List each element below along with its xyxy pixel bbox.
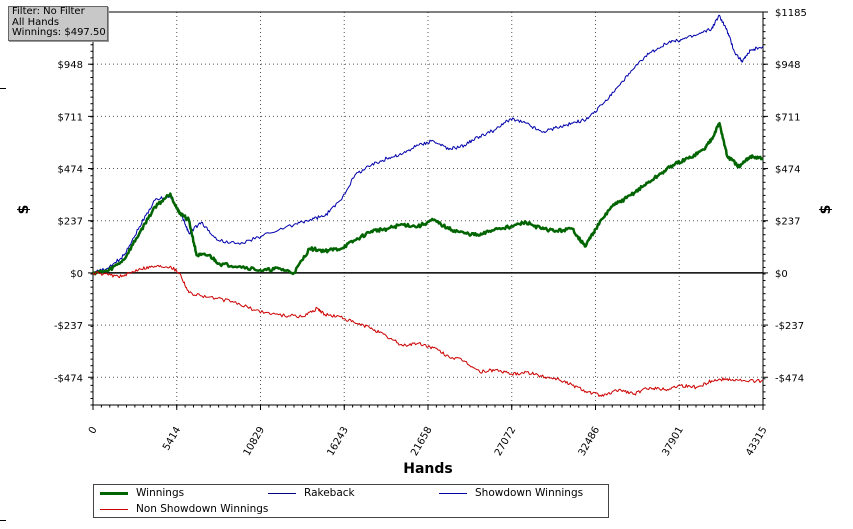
legend-item-showdown: Showdown Winnings <box>439 486 583 500</box>
axis-tick-labels: 0 5414 10829 16243 21658 27072 32486 37901 43315… <box>54 8 807 458</box>
y-tick-label-left: -$474 <box>54 373 83 384</box>
y-tick-label-right: -$237 <box>775 321 804 332</box>
legend-swatch-winnings <box>100 491 128 495</box>
x-tick-label: 32486 <box>577 425 602 458</box>
y-tick-label-left: $711 <box>58 112 83 123</box>
y-tick-label-left: $0 <box>70 269 83 280</box>
axis-ticks <box>88 11 768 410</box>
x-tick-label: 5414 <box>161 425 183 453</box>
chart-legend: Winnings Rakeback Showdown Winnings Non … <box>93 484 609 518</box>
y-tick-label-right: $0 <box>775 269 788 280</box>
x-tick-label: 27072 <box>493 425 518 458</box>
series-lines <box>92 14 764 397</box>
y-tick-label-left: $474 <box>58 165 83 176</box>
legend-label-rakeback: Rakeback <box>304 487 355 499</box>
window-edge-mark <box>0 520 6 521</box>
legend-label-showdown: Showdown Winnings <box>475 487 584 499</box>
x-tick-label: 10829 <box>242 425 267 458</box>
legend-item-rakeback: Rakeback <box>268 486 355 500</box>
legend-swatch-showdown <box>439 492 467 494</box>
y-axis-title-left: $ <box>16 205 32 215</box>
legend-swatch-non-showdown <box>100 508 128 510</box>
y-tick-label-right: $948 <box>775 60 800 71</box>
x-tick-label: 43315 <box>744 425 769 458</box>
y-tick-label-right: $474 <box>775 165 800 176</box>
window-edge-mark <box>0 88 6 89</box>
series-line-non-showdown-winnings <box>92 264 764 397</box>
y-tick-label-right: $237 <box>775 217 800 228</box>
series-line-winnings <box>92 121 764 276</box>
chart: 0 5414 10829 16243 21658 27072 32486 37901 43315… <box>16 8 834 477</box>
series-line-showdown-winnings <box>92 14 764 275</box>
winnings-text: Winnings: $497.50 <box>12 27 106 38</box>
x-tick-label: 37901 <box>660 425 685 458</box>
x-tick-label: 21658 <box>409 425 434 458</box>
x-tick-label: 16243 <box>325 425 350 458</box>
legend-label-winnings: Winnings <box>136 487 185 499</box>
legend-label-non-showdown: Non Showdown Winnings <box>136 503 269 515</box>
y-tick-label-left: -$237 <box>54 321 83 332</box>
x-tick-label: 0 <box>87 425 100 436</box>
y-tick-label-right: $711 <box>775 112 800 123</box>
legend-item-winnings: Winnings <box>100 486 184 500</box>
y-tick-label-right: $1185 <box>775 8 807 19</box>
legend-item-non-showdown: Non Showdown Winnings <box>100 502 268 516</box>
y-tick-label-right: -$474 <box>775 373 804 384</box>
filter-info-box: Filter: No Filter All Hands Winnings: $4… <box>8 6 108 41</box>
y-axis-title-right: $ <box>818 205 834 215</box>
filter-text: Filter: No Filter <box>12 6 85 17</box>
x-axis-title: Hands <box>403 461 453 477</box>
y-tick-label-left: $948 <box>58 60 83 71</box>
legend-swatch-rakeback <box>268 492 296 494</box>
hands-text: All Hands <box>12 16 60 28</box>
y-tick-label-left: $237 <box>58 217 83 228</box>
